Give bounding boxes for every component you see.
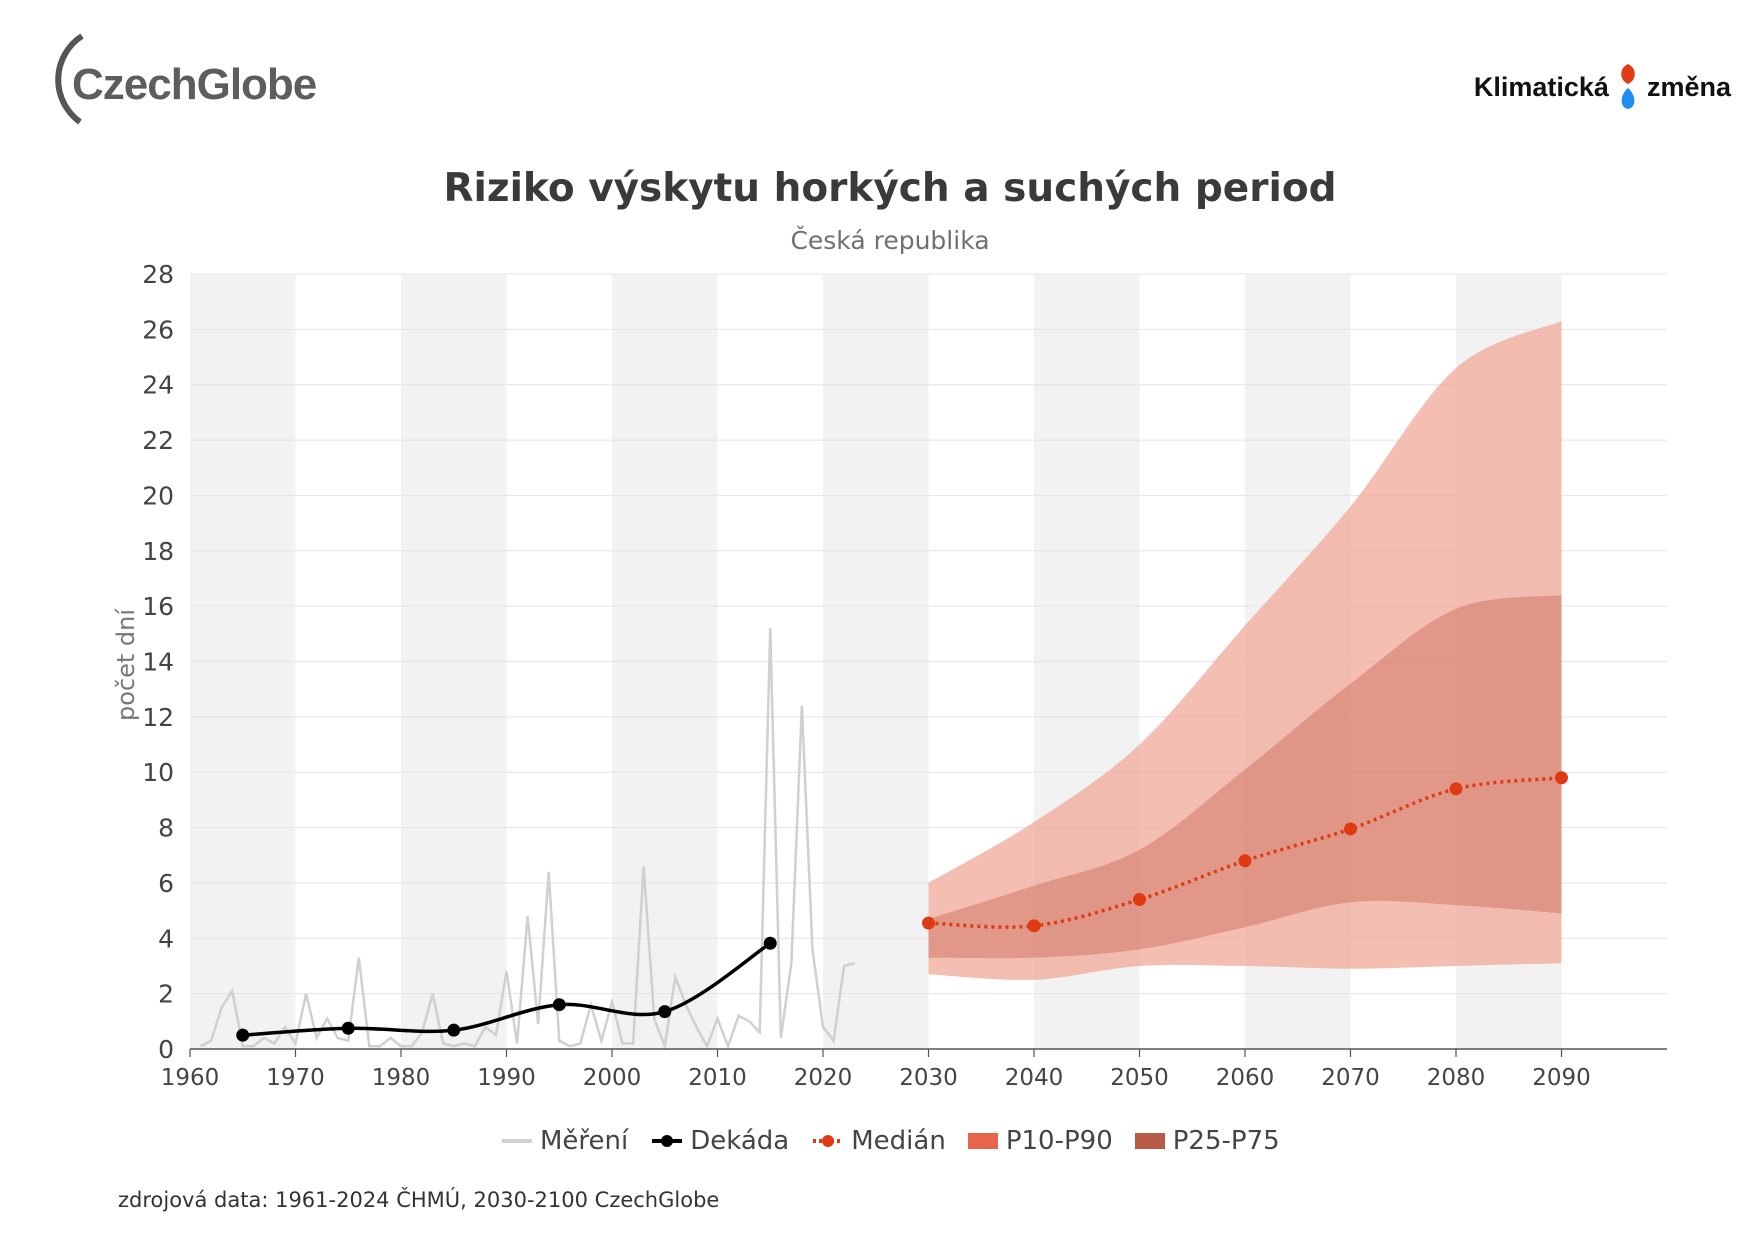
y-tick-label: 0 [158, 1035, 174, 1064]
logo-right-word-right: změna [1646, 71, 1731, 102]
legend-item-p25-p75: P25-P75 [1134, 1126, 1280, 1156]
median-point [1133, 893, 1146, 907]
y-tick-label: 14 [142, 648, 174, 677]
band-p25-p75 [928, 595, 1562, 959]
x-tick-label: 2040 [1005, 1065, 1064, 1091]
x-tick-label: 2020 [794, 1065, 853, 1091]
legend-mereni-line-icon [502, 1139, 532, 1143]
klimaticka-zmena-logo: Klimatická změna [1474, 62, 1731, 112]
x-tick-label: 1980 [372, 1065, 431, 1091]
x-tick-label: 2030 [899, 1065, 958, 1091]
median-point [1555, 771, 1568, 785]
legend-dekada-line-icon [652, 1135, 683, 1147]
series-dekada-line [242, 941, 772, 1037]
legend-item-median: Medián [811, 1126, 946, 1156]
y-tick-label: 4 [158, 924, 174, 953]
x-tick-label: 1990 [477, 1065, 536, 1091]
x-tick-label: 2060 [1216, 1065, 1275, 1091]
czechglobe-logo-text: CzechGlobe [72, 60, 317, 109]
y-tick-label: 12 [142, 703, 174, 732]
czechglobe-arc-icon [55, 33, 84, 125]
legend-label-p25-p75: P25-P75 [1172, 1126, 1280, 1156]
chart-subtitle: Česká republika [790, 226, 990, 255]
x-tick-label: 2000 [583, 1065, 642, 1091]
band-p10-p90 [928, 321, 1562, 981]
y-tick-label: 10 [142, 758, 174, 787]
x-tick-label: 2010 [688, 1065, 747, 1091]
legend-p25-p75-swatch [1134, 1133, 1165, 1149]
x-tick-label: 2070 [1321, 1065, 1380, 1091]
median-point [1344, 822, 1357, 836]
y-tick-label: 6 [158, 869, 174, 898]
dekada-point [236, 1028, 250, 1042]
y-tick-label: 2 [158, 980, 174, 1009]
legend-item-dekada: Dekáda [650, 1126, 789, 1156]
legend-label-p10-p90: P10-P90 [1005, 1126, 1113, 1156]
logo-right-word-left: Klimatická [1473, 71, 1609, 102]
chart-legend: Měření Dekáda Medián P10-P90 P25-P75 [500, 1126, 1302, 1156]
y-axis-label: počet dní [112, 608, 140, 721]
median-point [1449, 782, 1463, 796]
legend-p10-p90-swatch [967, 1133, 998, 1149]
legend-item-mereni: Měření [500, 1126, 628, 1156]
dekada-point [341, 1021, 355, 1035]
median-point [922, 916, 935, 930]
x-tick-label: 1960 [161, 1065, 220, 1091]
y-tick-label: 20 [142, 481, 174, 510]
y-tick-label: 24 [142, 371, 174, 400]
series-mereni-line [199, 628, 855, 1052]
drops-icon [1621, 64, 1635, 109]
dekada-point [763, 936, 777, 950]
legend-item-p10-p90: P10-P90 [967, 1126, 1113, 1156]
median-point [1027, 919, 1041, 933]
x-tick-label: 2080 [1427, 1065, 1486, 1091]
legend-label-dekada: Dekáda [690, 1126, 790, 1156]
y-tick-label: 22 [142, 426, 174, 455]
x-tick-label: 1970 [266, 1065, 325, 1091]
median-point [1238, 854, 1252, 868]
y-tick-label: 28 [142, 260, 174, 289]
x-tick-label: 2090 [1532, 1065, 1591, 1091]
y-tick-label: 16 [142, 592, 174, 621]
chart-title: Riziko výskytu horkých a suchých period [443, 166, 1337, 211]
dekada-point [552, 998, 566, 1012]
y-tick-label: 8 [158, 814, 174, 843]
dekada-point [447, 1023, 461, 1037]
y-tick-label: 18 [142, 537, 174, 566]
dekada-point [658, 1005, 672, 1019]
y-tick-label: 26 [142, 315, 174, 344]
legend-median-line-icon [813, 1135, 844, 1147]
legend-label-median: Medián [851, 1126, 946, 1156]
czechglobe-logo: CzechGlobe [38, 30, 328, 140]
x-tick-label: 2050 [1110, 1065, 1169, 1091]
source-note: zdrojová data: 1961-2024 ČHMÚ, 2030-2100… [118, 1188, 720, 1212]
legend-label-mereni: Měření [540, 1126, 629, 1156]
